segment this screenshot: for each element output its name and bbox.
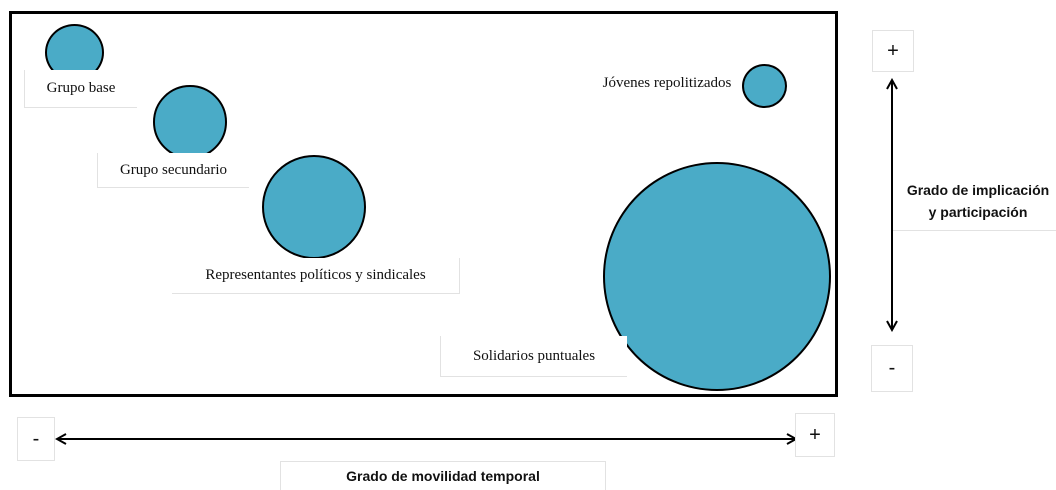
vertical-axis-label: Grado de implicación y participación [893,171,1056,231]
label-solidarios-puntuales: Solidarios puntuales [440,336,627,377]
label-representantes: Representantes políticos y sindicales [172,258,460,294]
label-grupo-secundario: Grupo secundario [97,153,249,188]
horizontal-plus-sign: + [795,413,835,457]
vertical-minus-sign: - [871,345,913,392]
vertical-axis-label-line1: Grado de implicación [906,181,1050,198]
horizontal-axis-label: Grado de movilidad temporal [280,461,606,490]
label-grupo-base: Grupo base [24,70,137,108]
bubble-solidarios-puntuales [603,162,831,391]
bubble-representantes [262,155,366,259]
bubble-jovenes-repolitizados [742,64,787,108]
vertical-plus-sign: + [872,30,914,72]
vertical-axis-label-line2: y participación [928,203,1028,220]
horizontal-minus-sign: - [17,417,55,461]
label-jovenes-repolitizados: Jóvenes repolitizados [592,72,742,94]
